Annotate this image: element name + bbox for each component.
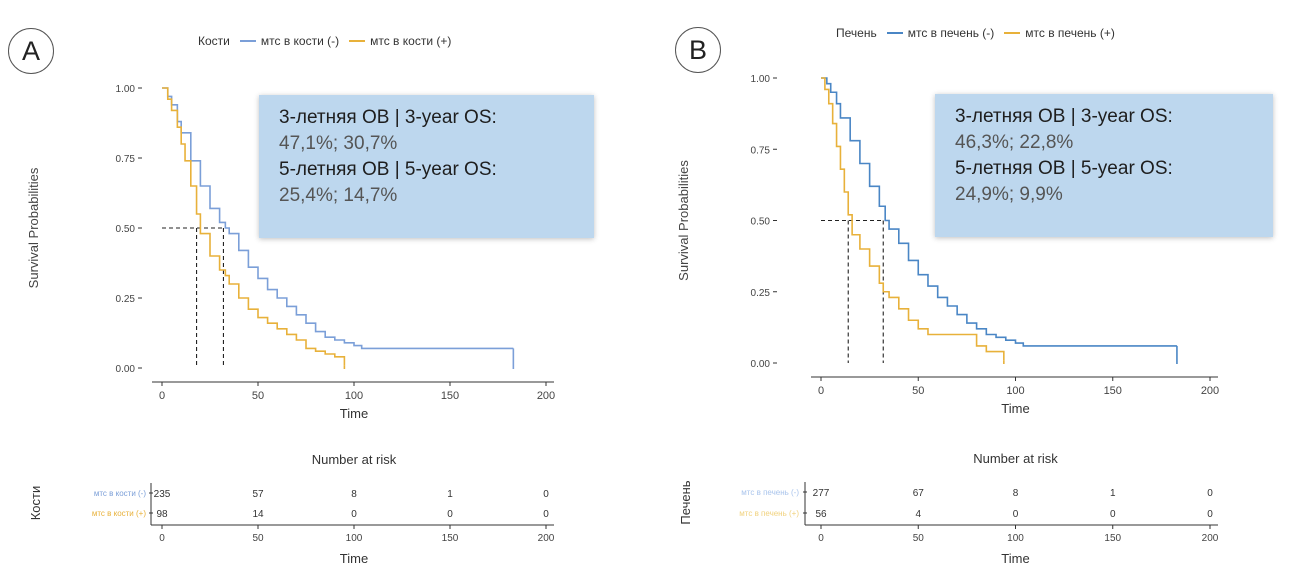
annotation-value: 47,1%; 30,7%	[279, 133, 398, 154]
plot-area: 0 50 100 150 200Time0.000.250.500.751.00Surv…	[26, 84, 555, 566]
y-tick-label: 0.25	[116, 294, 136, 305]
risk-table-group-label: Кости	[28, 486, 43, 521]
x-tick-label: 200	[537, 390, 555, 402]
risk-value: 98	[156, 509, 168, 520]
annotation-line: 3-летняя ОВ | 3-year OS:	[955, 106, 1173, 127]
x-tick-label: 50	[912, 385, 924, 397]
y-tick-label: 1.00	[751, 74, 771, 85]
survival-curve-1	[162, 87, 514, 350]
os-annotation-box: 3-летняя ОВ | 3-year OS: 47,1%; 30,7% 5-…	[259, 95, 594, 238]
risk-table-title: Number at risk	[973, 451, 1058, 466]
legend-title: Кости	[198, 34, 230, 48]
legend-entry: мтс в печень (-)	[907, 26, 995, 40]
legend-swatch	[1004, 32, 1021, 34]
legend-entry: мтс в кости (+)	[370, 34, 452, 48]
panel-label: B	[675, 27, 721, 73]
km-panel-b: B Печень мтс в печень (-) мтс в печень (…	[650, 0, 1300, 580]
legend-swatch	[349, 40, 366, 42]
risk-value: 0	[1207, 488, 1213, 499]
panel-label: A	[8, 28, 54, 74]
km-chart-svg: 0 50 100 150 200Time0.000.250.500.751.00Surv…	[676, 74, 1219, 566]
x-tick-label: 150	[441, 390, 459, 402]
annotation-value: 25,4%; 14,7%	[279, 185, 398, 206]
risk-x-axis-label: Time	[1001, 551, 1029, 566]
risk-row-label: мтс в кости (-)	[94, 489, 146, 498]
y-tick-label: 0.50	[116, 224, 136, 235]
y-tick-label: 0.00	[116, 364, 136, 375]
risk-value: 57	[252, 489, 264, 500]
risk-x-tick-label: 200	[1202, 533, 1219, 544]
annotation-value: 24,9%; 9,9%	[955, 184, 1063, 205]
x-tick-label: 200	[1201, 385, 1219, 397]
risk-value: 14	[252, 509, 264, 520]
risk-value: 1	[1110, 488, 1116, 499]
y-tick-label: 0.75	[751, 145, 771, 156]
risk-value: 0	[543, 509, 549, 520]
risk-table-group-label: Печень	[678, 480, 693, 524]
legend: Печень мтс в печень (-) мтс в печень (+)	[836, 26, 1115, 40]
x-tick-label: 50	[252, 390, 264, 402]
legend: Кости мтс в кости (-) мтс в кости (+)	[198, 34, 451, 48]
risk-x-tick-label: 50	[252, 533, 264, 544]
y-tick-label: 0.75	[116, 154, 136, 165]
legend-swatch	[239, 40, 256, 42]
risk-value: 8	[351, 489, 357, 500]
risk-value: 277	[813, 488, 830, 499]
risk-row-label: мтс в кости (+)	[92, 509, 147, 518]
x-tick-label: 0	[159, 390, 165, 402]
risk-x-tick-label: 0	[818, 533, 824, 544]
survival-curve-2	[821, 77, 1005, 361]
km-panel-a: A Кости мтс в кости (-) мтс в кости (+) …	[8, 28, 594, 566]
risk-value: 0	[447, 509, 453, 520]
x-tick-label: 100	[345, 390, 363, 402]
risk-x-tick-label: 200	[538, 533, 555, 544]
x-tick-label: 100	[1006, 385, 1024, 397]
risk-x-tick-label: 0	[159, 533, 165, 544]
os-annotation-box: 3-летняя ОВ | 3-year OS: 46,3%; 22,8% 5-…	[935, 94, 1273, 237]
risk-row-label: мтс в печень (-)	[741, 488, 799, 497]
x-tick-label: 0	[818, 385, 824, 397]
risk-value: 8	[1013, 488, 1019, 499]
y-axis-label: Survival Probabilities	[26, 167, 41, 288]
y-tick-label: 0.50	[751, 217, 771, 228]
x-tick-label: 150	[1104, 385, 1122, 397]
y-tick-label: 0.25	[751, 288, 771, 299]
plot-area: 0 50 100 150 200Time0.000.250.500.751.00Surv…	[676, 74, 1219, 566]
risk-value: 4	[915, 509, 921, 520]
risk-x-tick-label: 100	[1007, 533, 1024, 544]
y-tick-label: 1.00	[116, 84, 136, 95]
legend-entry: мтс в печень (+)	[1025, 26, 1115, 40]
annotation-line: 5-летняя ОВ | 5-year OS:	[955, 158, 1173, 179]
annotation-line: 5-летняя ОВ | 5-year OS:	[279, 159, 497, 180]
y-axis-label: Survival Probabilities	[676, 160, 691, 281]
risk-value: 235	[154, 489, 171, 500]
risk-x-tick-label: 150	[1104, 533, 1121, 544]
x-axis-label: Time	[1001, 401, 1029, 416]
risk-x-tick-label: 100	[346, 533, 363, 544]
risk-x-axis-label: Time	[340, 551, 368, 566]
risk-value: 0	[1207, 509, 1213, 520]
legend-entry: мтс в кости (-)	[260, 34, 340, 48]
risk-x-tick-label: 150	[442, 533, 459, 544]
risk-value: 0	[351, 509, 357, 520]
risk-value: 67	[913, 488, 925, 499]
risk-row-label: мтс в печень (+)	[739, 509, 799, 518]
risk-value: 1	[447, 489, 453, 500]
risk-value: 0	[543, 489, 549, 500]
x-axis-label: Time	[340, 406, 368, 421]
risk-table-title: Number at risk	[312, 452, 397, 467]
km-chart-svg: 0 50 100 150 200Time0.000.250.500.751.00Surv…	[26, 84, 555, 566]
legend-title: Печень	[836, 26, 877, 40]
risk-value: 56	[815, 509, 827, 520]
survival-curve-1	[821, 77, 1177, 347]
risk-value: 0	[1110, 509, 1116, 520]
risk-value: 0	[1013, 509, 1019, 520]
annotation-value: 46,3%; 22,8%	[955, 132, 1074, 153]
survival-curve-2	[162, 87, 346, 366]
legend-swatch	[886, 32, 903, 34]
annotation-line: 3-летняя ОВ | 3-year OS:	[279, 107, 497, 128]
y-tick-label: 0.00	[751, 359, 771, 370]
risk-x-tick-label: 50	[913, 533, 925, 544]
